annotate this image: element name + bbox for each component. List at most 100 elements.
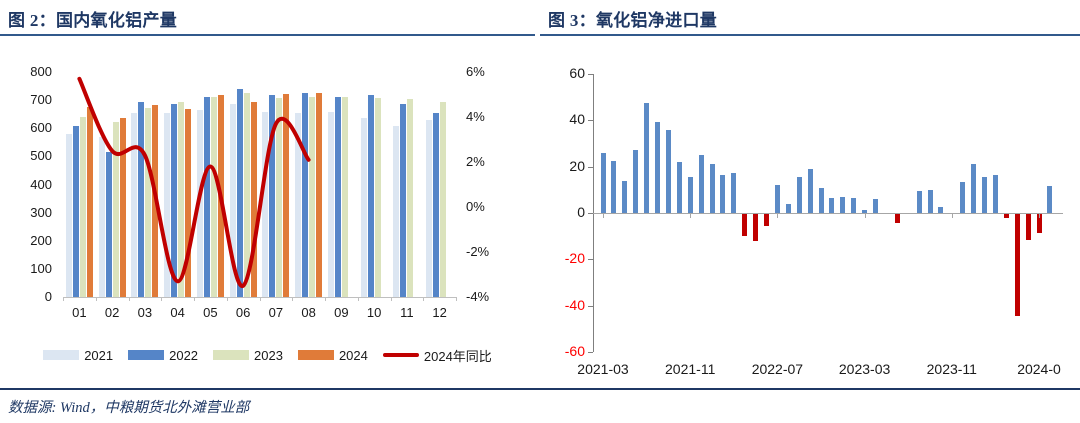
- x-axis-tick-label: 01: [72, 305, 87, 320]
- x-axis-tick: [777, 213, 779, 218]
- y-axis-tick-label: 200: [30, 232, 52, 248]
- import-bar: [1014, 214, 1020, 316]
- bar-2023-05: [210, 96, 217, 297]
- x-axis-tick-label: 07: [268, 305, 284, 320]
- bar-2022-01: [72, 125, 79, 297]
- x-axis-tick-label: 08: [301, 305, 316, 320]
- import-bar: [764, 214, 769, 226]
- import-bar: [1036, 214, 1042, 233]
- bar-2023-08: [309, 96, 316, 298]
- legend-item-2024年同比: 2024年同比: [382, 346, 492, 365]
- import-bar: [818, 187, 824, 213]
- bar-2021-05: [196, 110, 203, 297]
- legend-bar-swatch: [128, 350, 165, 360]
- legend-item-2021: 2021: [43, 348, 113, 363]
- y-axis-tick: [588, 352, 593, 353]
- bar-2024-03: [152, 104, 159, 297]
- bar-2022-05: [203, 97, 210, 297]
- import-bar: [709, 164, 715, 213]
- bar-2024-04: [185, 108, 192, 297]
- import-bar: [796, 177, 802, 213]
- y-axis-tick-label: 300: [30, 204, 52, 220]
- import-bar: [927, 189, 933, 213]
- x-axis-tick-label: 06: [235, 305, 251, 320]
- y-axis-tick-label: 40: [569, 111, 585, 128]
- legend-item-2024: 2024: [297, 347, 368, 363]
- bar-2024-02: [119, 118, 126, 297]
- x-axis-tick-label: 02: [104, 305, 120, 320]
- import-bar: [611, 160, 617, 213]
- secondary-axis-tick-label: 6%: [466, 64, 485, 79]
- bar-2022-09: [334, 96, 341, 298]
- y-axis-tick-label: 700: [30, 92, 52, 108]
- y-axis-tick: [588, 305, 593, 307]
- y-axis-tick-label: -60: [564, 343, 585, 359]
- bar-2022-02: [105, 151, 112, 297]
- legend-bar-swatch: [213, 350, 250, 360]
- x-axis-tick: [690, 213, 692, 218]
- import-bar: [785, 203, 791, 213]
- bar-2024-05: [217, 94, 224, 297]
- x-axis-tick-label: 03: [137, 305, 153, 320]
- x-axis-tick-label: 2021-11: [665, 361, 716, 377]
- import-bar: [862, 210, 868, 213]
- legend-bar-swatch: [297, 350, 334, 360]
- y-axis-tick-label: 60: [569, 65, 585, 81]
- y-axis-tick-label: -40: [564, 296, 585, 313]
- import-bar: [622, 180, 628, 213]
- footer-rule: [0, 388, 1080, 390]
- legend-item-2022: 2022: [128, 348, 198, 363]
- figure-3-title-rule: [540, 34, 1080, 36]
- x-axis-tick: [292, 297, 294, 301]
- import-bar: [938, 206, 944, 213]
- bar-2022-06: [236, 88, 243, 297]
- figure-2-title-rule: [0, 34, 535, 36]
- bar-2023-10: [374, 98, 381, 297]
- legend-label: 2024: [338, 347, 368, 363]
- bar-2023-07: [276, 98, 283, 297]
- bar-2021-01: [65, 133, 72, 297]
- import-bar: [600, 152, 606, 213]
- x-axis-tick-label: 2023-03: [838, 361, 891, 377]
- x-axis-tick: [194, 297, 195, 301]
- import-bar: [960, 181, 966, 213]
- bar-2021-06: [229, 104, 236, 297]
- bar-2022-10: [367, 95, 374, 297]
- y-axis-tick-label: 800: [30, 64, 52, 79]
- secondary-axis-tick-label: 2%: [466, 154, 485, 169]
- import-bar: [644, 103, 650, 213]
- legend-label: 2024年同比: [423, 348, 492, 364]
- import-bar: [655, 121, 660, 213]
- y-axis-tick: [588, 74, 593, 75]
- x-axis-tick-label: 2023-11: [926, 361, 977, 377]
- y-axis-tick-label: 500: [30, 148, 52, 164]
- import-bar: [687, 177, 693, 213]
- secondary-axis-tick-label: -2%: [466, 244, 490, 259]
- y-axis-tick-label: 100: [30, 260, 52, 276]
- y-axis-tick: [588, 120, 593, 122]
- bar-2021-12: [426, 120, 433, 297]
- zero-line: [593, 213, 1063, 214]
- x-axis-tick: [603, 213, 604, 218]
- bar-2023-12: [440, 101, 447, 297]
- bar-2022-11: [400, 103, 407, 297]
- bar-2023-01: [79, 116, 86, 297]
- import-bar: [742, 214, 748, 236]
- bar-2023-06: [243, 92, 250, 297]
- x-axis-tick: [456, 297, 457, 301]
- y-axis-tick-label: 400: [30, 176, 52, 192]
- import-bar: [916, 190, 922, 213]
- bar-2023-09: [341, 97, 348, 297]
- legend-item-2023: 2023: [213, 348, 283, 363]
- import-bar: [1025, 214, 1031, 240]
- bar-2021-08: [295, 112, 302, 297]
- import-bar: [633, 150, 639, 213]
- x-axis-tick: [357, 297, 359, 301]
- legend-label: 2023: [254, 347, 283, 363]
- import-bar: [894, 214, 900, 224]
- import-bar: [753, 214, 759, 241]
- import-bar: [873, 198, 878, 213]
- bar-2021-04: [164, 112, 171, 297]
- x-axis-tick: [951, 213, 953, 218]
- secondary-axis-tick-label: 4%: [466, 109, 485, 124]
